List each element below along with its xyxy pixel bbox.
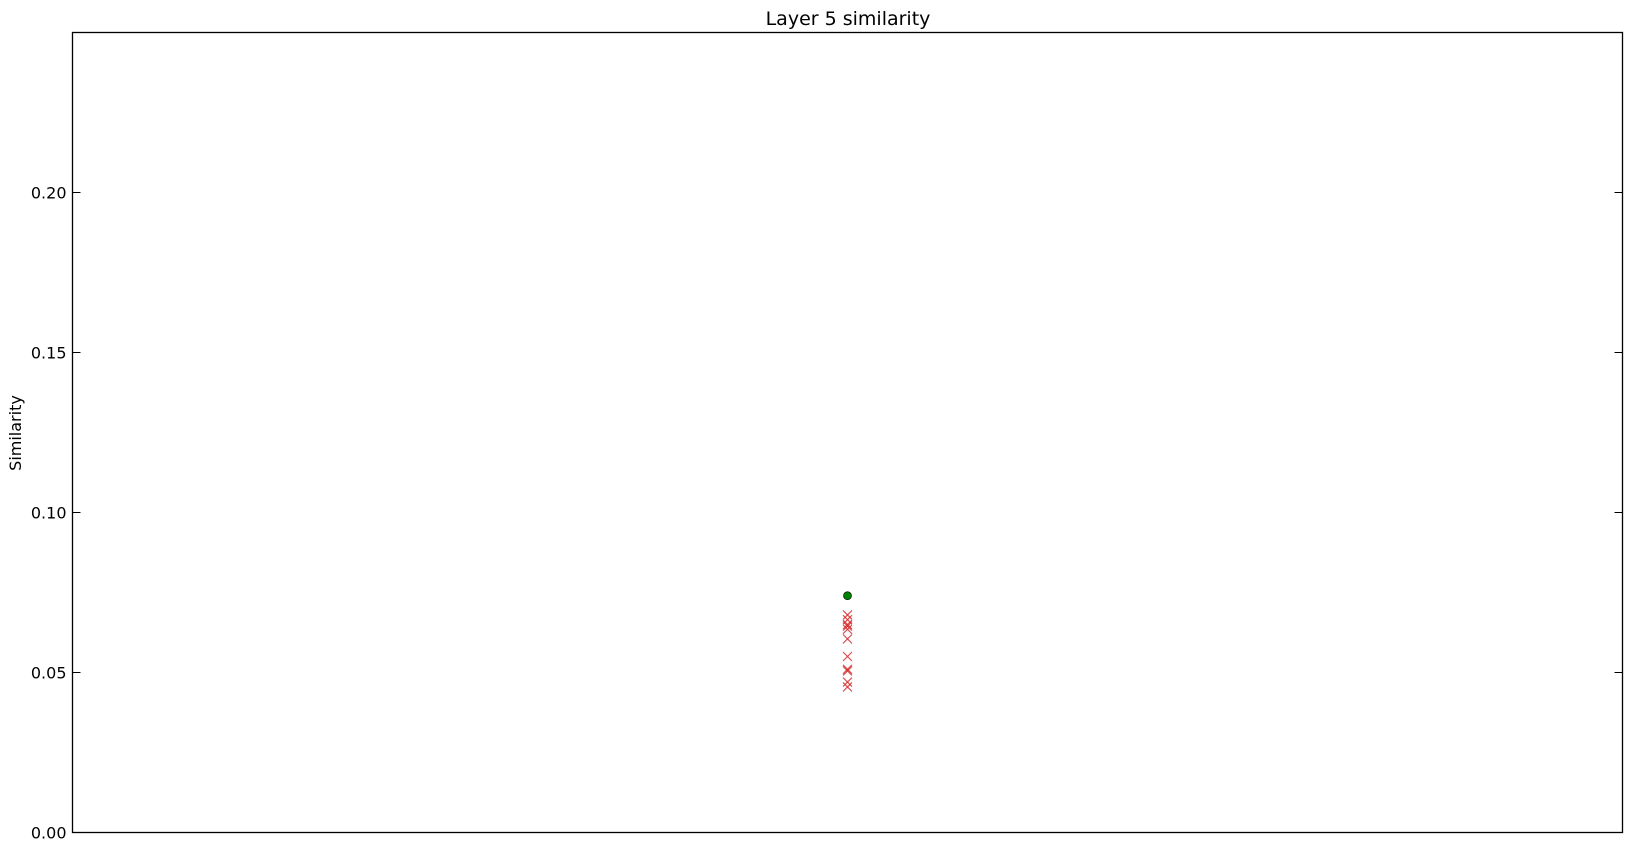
data-point-x (842, 619, 853, 630)
data-points (842, 591, 853, 692)
data-point-x (842, 633, 853, 644)
data-point-x (842, 624, 853, 635)
data-point-x (842, 665, 853, 676)
y-axis-label: Similarity (6, 395, 25, 471)
data-point-x (842, 677, 853, 688)
plot-area-frame (71, 31, 1624, 834)
y-tick-label: 0.00 (31, 824, 67, 843)
data-point-x (842, 609, 853, 620)
data-point-x (842, 621, 853, 632)
data-point-circle (843, 591, 852, 601)
y-tick-label: 0.15 (31, 344, 67, 363)
y-tick-label: 0.10 (31, 504, 67, 523)
y-tick-label: 0.20 (31, 184, 67, 203)
data-point-x (842, 664, 853, 675)
chart-title: Layer 5 similarity (766, 8, 931, 30)
y-axis-ticks: 0.00 0.05 0.10 0.15 0.20 (31, 184, 1623, 843)
data-point-x (842, 651, 853, 662)
data-point-x (842, 681, 853, 692)
y-tick-label: 0.05 (31, 664, 67, 683)
